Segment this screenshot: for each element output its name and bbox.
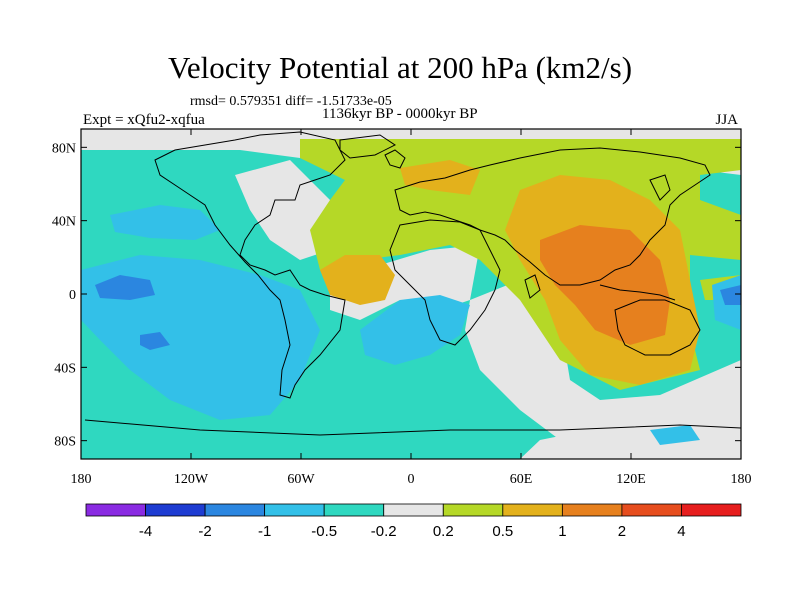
rmsd-diff-stats: rmsd= 0.579351 diff= -1.51733e-05 [190, 94, 392, 109]
coastline-madagascar [524, 274, 541, 299]
lat-tick-label: 80N [52, 141, 76, 156]
region-neutral-north-america [235, 160, 330, 260]
region-pos1-maritime [540, 225, 670, 345]
colorbar-level-label: -2 [198, 523, 211, 540]
lat-tick-label: 80S [54, 435, 76, 450]
colorbar-swatch [561, 503, 623, 517]
contour-field [81, 129, 741, 459]
coastline-indonesia [599, 284, 676, 301]
region-neg05-south [650, 425, 700, 445]
colorbar-level-label: -1 [258, 523, 271, 540]
colorbar-swatch [383, 503, 444, 517]
colorbar-swatch [145, 503, 206, 517]
colorbar: -4 -2 -1 -0.5 -0.2 0.2 0.5 1 2 4 [85, 503, 742, 540]
region-neg05-south-atlantic [360, 295, 470, 365]
colorbar-swatch [264, 503, 325, 517]
coastline-americas [154, 131, 346, 399]
lon-tick-label: 60E [510, 472, 533, 487]
lon-tick-label: 120E [616, 472, 646, 487]
colorbar-swatch [85, 503, 146, 517]
colorbar-level-label: 1 [558, 523, 566, 540]
lon-tick-label: 180 [71, 472, 92, 487]
lon-ticks: 180 120W 60W 0 60E 120E 180 [71, 129, 752, 487]
colorbar-level-label: 0.2 [433, 523, 454, 540]
lon-tick-label: 120W [174, 472, 209, 487]
colorbar-level-label: -4 [139, 523, 152, 540]
map-title: Velocity Potential at 200 hPa (km2/s) [167, 50, 633, 85]
coastlines [84, 131, 741, 436]
colorbar-level-label: 2 [618, 523, 626, 540]
coastline-japan [649, 174, 671, 201]
period-label: 1136kyr BP - 0000kyr BP [322, 106, 478, 122]
coastline-greenland [339, 134, 396, 159]
lat-ticks: 80N 40N 0 40S 80S [52, 141, 741, 450]
colorbar-swatch [442, 503, 504, 517]
coastline-uk [384, 149, 406, 169]
region-neg1-pacific [95, 275, 155, 300]
colorbar-swatch [621, 503, 682, 517]
region-neg1-east [720, 285, 741, 305]
season-label: JJA [715, 112, 738, 128]
coastline-antarctica [84, 419, 741, 436]
colorbar-swatch [502, 503, 563, 517]
experiment-label: Expt = xQfu2-xqfua [83, 112, 205, 128]
colorbar-swatch [681, 503, 742, 517]
colorbar-level-label: -0.2 [371, 523, 397, 540]
lat-tick-label: 40S [54, 361, 76, 376]
lat-tick-label: 0 [69, 288, 76, 303]
region-pos05-europe [400, 160, 480, 195]
colorbar-swatch [204, 503, 266, 517]
region-neg1-south-pacific [140, 332, 170, 350]
colorbar-level-label: 0.5 [492, 523, 513, 540]
lon-tick-label: 180 [731, 472, 752, 487]
region-pos05-atlantic [320, 255, 395, 305]
lon-tick-label: 60W [287, 472, 315, 487]
lat-tick-label: 40N [52, 215, 76, 230]
coastline-eurasia [394, 147, 711, 286]
colorbar-swatch [323, 503, 385, 517]
coastline-australia [614, 299, 701, 356]
lon-tick-label: 0 [408, 472, 415, 487]
colorbar-level-label: 4 [677, 523, 685, 540]
coastline-africa [389, 219, 501, 346]
colorbar-level-label: -0.5 [311, 523, 337, 540]
region-neg05-north-pacific [110, 205, 220, 240]
